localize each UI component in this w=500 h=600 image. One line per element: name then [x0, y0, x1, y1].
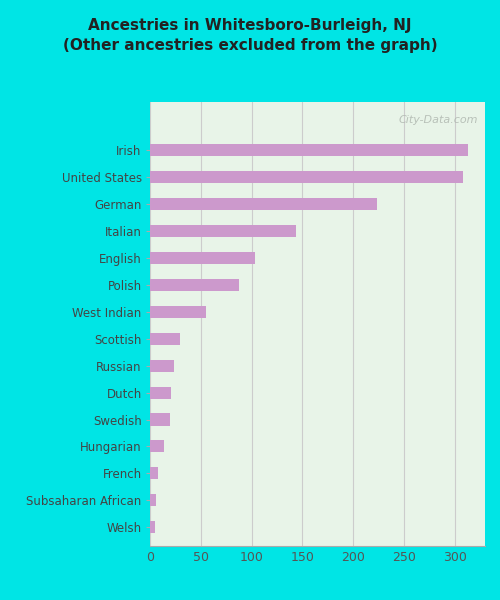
- Bar: [150, 386, 172, 398]
- Bar: [150, 467, 158, 479]
- Bar: [150, 494, 156, 506]
- Bar: [150, 359, 174, 372]
- Bar: [150, 225, 296, 237]
- Bar: [150, 521, 155, 533]
- Bar: [150, 440, 164, 452]
- Bar: [150, 198, 378, 211]
- Text: Ancestries in Whitesboro-Burleigh, NJ
(Other ancestries excluded from the graph): Ancestries in Whitesboro-Burleigh, NJ (O…: [62, 18, 438, 53]
- Bar: [150, 145, 468, 157]
- Bar: [150, 413, 171, 425]
- Bar: [150, 306, 206, 318]
- Bar: [150, 252, 254, 264]
- Bar: [150, 171, 462, 184]
- Text: City-Data.com: City-Data.com: [399, 115, 478, 125]
- Bar: [150, 279, 240, 291]
- Bar: [150, 333, 180, 345]
